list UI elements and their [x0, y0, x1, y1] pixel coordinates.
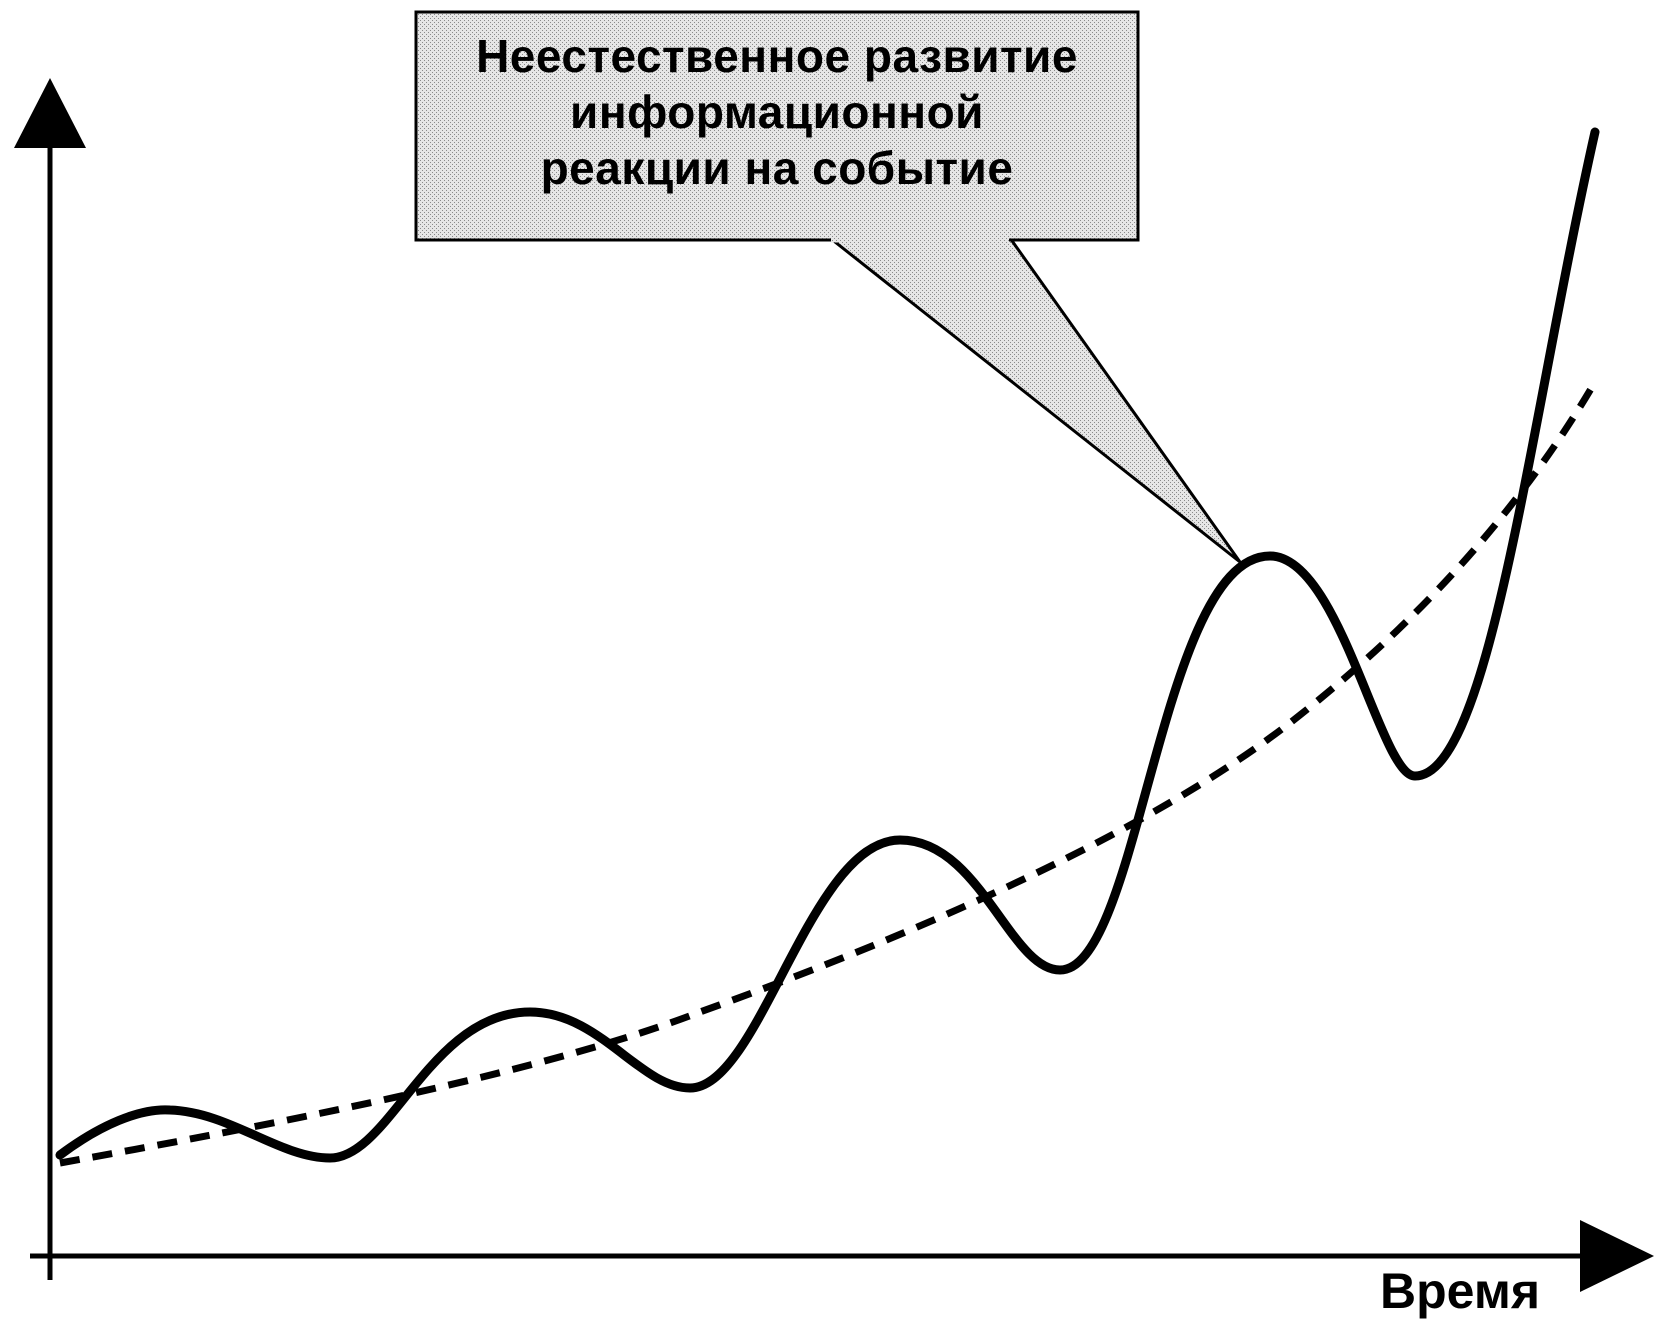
callout-line-2: информационной — [570, 86, 984, 138]
callout-line-1: Неестественное развитие — [476, 30, 1078, 82]
x-axis-arrow — [1580, 1220, 1654, 1292]
callout — [414, 10, 1242, 564]
reaction-curve — [55, 127, 1600, 1163]
x-axis — [30, 1220, 1654, 1292]
callout-box — [414, 10, 1140, 242]
callout-text: Неестественное развитие информационной р… — [416, 28, 1138, 196]
x-axis-label: Время — [1380, 1263, 1540, 1319]
callout-pointer — [825, 236, 1242, 564]
y-axis-arrow — [14, 78, 86, 148]
trend-curve — [59, 380, 1599, 1167]
callout-line-3: реакции на событие — [540, 142, 1014, 194]
y-axis — [14, 78, 86, 1280]
